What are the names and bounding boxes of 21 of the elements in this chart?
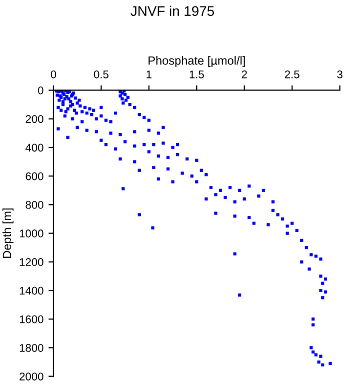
y-tick-label: 1400	[20, 286, 44, 295]
y-tick-label: 400	[25, 144, 44, 152]
y-tick-label: 200	[26, 115, 44, 123]
x-tick-label: 1.5	[190, 70, 204, 78]
y-tick-label: 2000	[20, 372, 44, 380]
x-tick-label: 0.5	[94, 70, 108, 78]
y-tick-label: 1600	[20, 315, 44, 324]
y-axis-title: Depth [m]	[2, 208, 14, 258]
x-tick-label: 1	[146, 70, 152, 78]
x-tick-label: 2.5	[284, 70, 300, 78]
x-tick-label: 0	[50, 70, 56, 78]
x-axis-title: Phosphate [µmol/l]	[148, 56, 245, 68]
x-tick-label: 2	[242, 70, 247, 78]
y-tick-label: 0	[38, 86, 44, 94]
y-tick-label: 1000	[20, 230, 44, 238]
y-tick-label: 1200	[20, 258, 44, 266]
y-tick-label: 800	[26, 200, 44, 209]
x-tick-label: 3	[337, 70, 342, 78]
y-tick-label: 1800	[20, 344, 44, 352]
y-tick-label: 600	[26, 172, 44, 180]
chart-title: JNVF in 1975	[130, 6, 214, 16]
